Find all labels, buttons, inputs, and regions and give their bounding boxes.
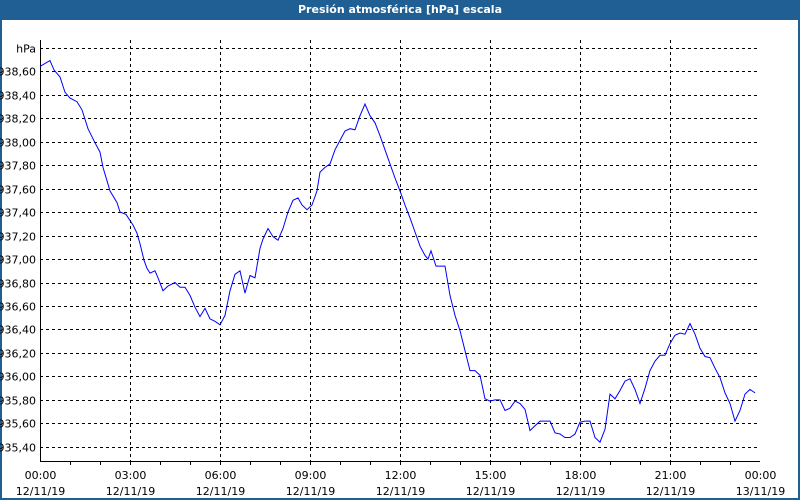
x-tick-time: 21:00	[655, 469, 687, 482]
y-tick-label: 935,60	[0, 418, 36, 431]
x-tick-time: 12:00	[385, 469, 417, 482]
y-tick-label: 937,80	[0, 160, 36, 173]
y-tick-label: 936,00	[0, 371, 36, 384]
x-tick-time: 06:00	[205, 469, 237, 482]
x-tick-date: 12/11/19	[466, 485, 515, 498]
y-tick-label: 935,80	[0, 395, 36, 408]
y-tick-label: 936,40	[0, 324, 36, 337]
pressure-series-line	[39, 59, 756, 444]
y-tick-label: 938,20	[0, 113, 36, 126]
y-tick-label: 936,20	[0, 348, 36, 361]
y-tick-label: 938,40	[0, 90, 36, 103]
x-tick-date: 12/11/19	[646, 485, 695, 498]
y-tick-label: 935,40	[0, 442, 36, 455]
y-tick-label: 937,20	[0, 231, 36, 244]
x-tick-date: 12/11/19	[196, 485, 245, 498]
y-tick-label: 938,00	[0, 137, 36, 150]
x-tick-time: 15:00	[475, 469, 507, 482]
x-tick-time: 09:00	[295, 469, 327, 482]
y-tick-label: 936,80	[0, 278, 36, 291]
x-tick-date: 12/11/19	[376, 485, 425, 498]
y-tick-label: 936,60	[0, 301, 36, 314]
y-tick-label: 937,00	[0, 254, 36, 267]
y-tick-label: 938,60	[0, 66, 36, 79]
y-tick-label: 937,60	[0, 184, 36, 197]
x-tick-date: 12/11/19	[106, 485, 155, 498]
x-tick-time: 18:00	[565, 469, 597, 482]
y-tick-label: 937,40	[0, 207, 36, 220]
x-tick-date: 13/11/19	[736, 485, 785, 498]
x-tick-time: 00:00	[745, 469, 777, 482]
x-tick-date: 12/11/19	[16, 485, 65, 498]
x-tick-time: 03:00	[115, 469, 147, 482]
chart-title: Presión atmosférica [hPa] escala	[0, 0, 800, 20]
y-tick-label: hPa	[16, 43, 36, 56]
x-tick-date: 12/11/19	[286, 485, 335, 498]
x-tick-date: 12/11/19	[556, 485, 605, 498]
x-tick-time: 00:00	[25, 469, 57, 482]
